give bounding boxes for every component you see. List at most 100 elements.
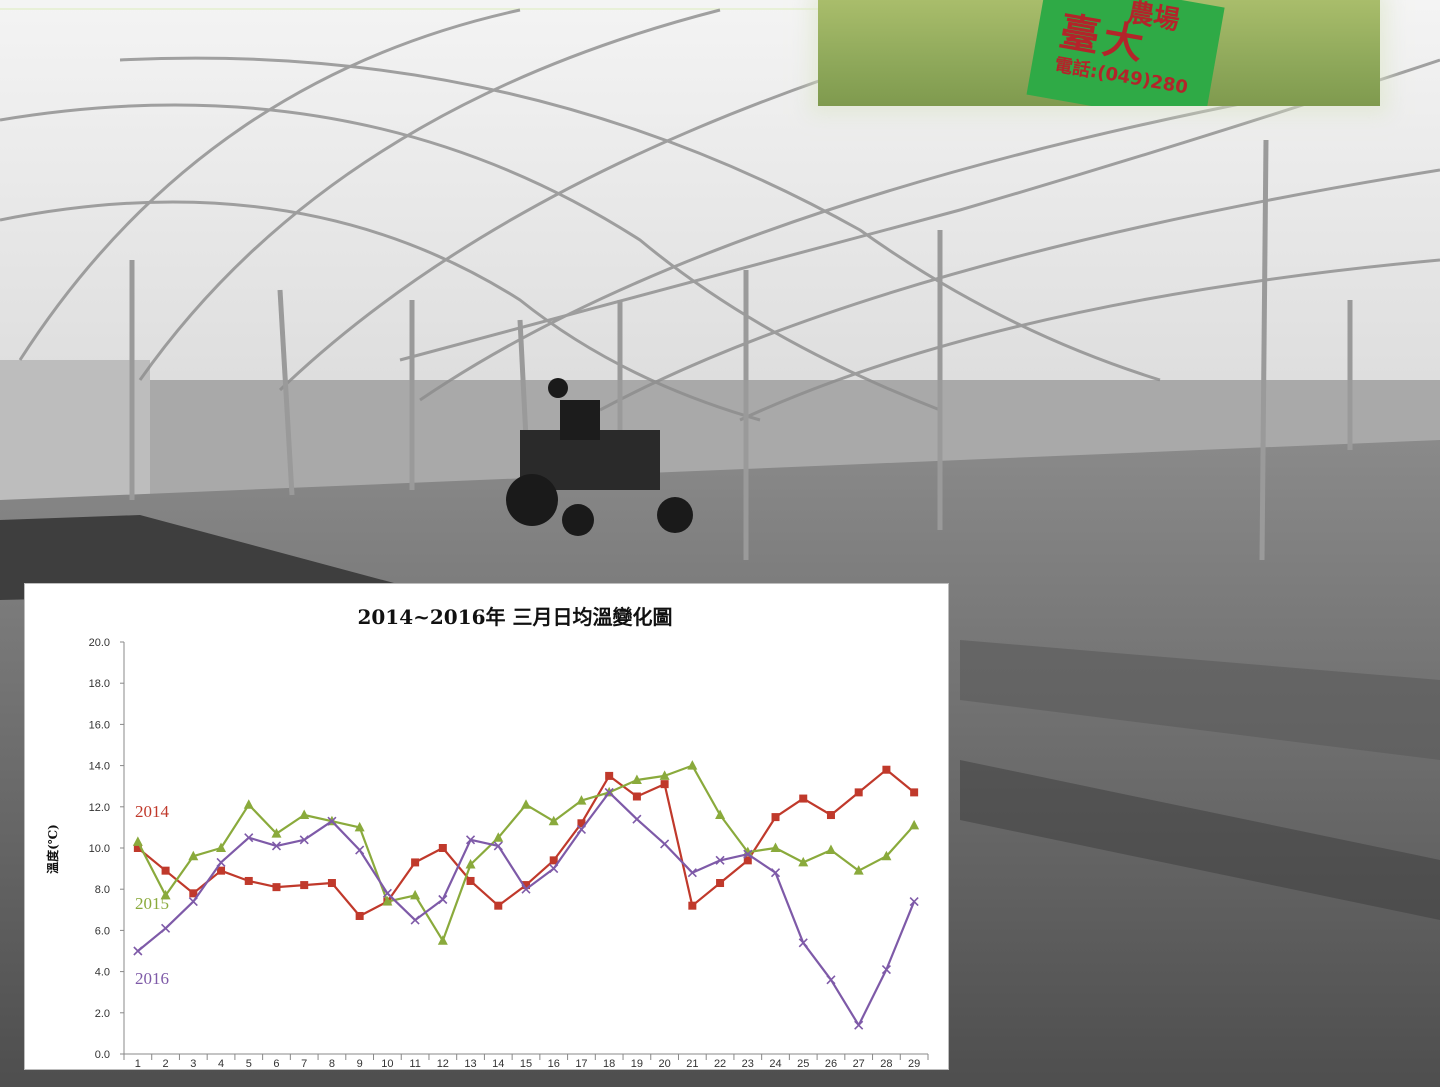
data-point-2016 xyxy=(660,839,670,849)
data-point-2016 xyxy=(188,896,198,907)
y-tick-label: 0.0 xyxy=(95,1049,110,1061)
data-point-2015 xyxy=(382,896,393,906)
series-label-2016: 2016 xyxy=(135,969,169,988)
data-point-2015 xyxy=(576,795,587,805)
tractor-silhouette xyxy=(506,378,693,536)
data-point-2015 xyxy=(853,865,864,875)
series-label-2015: 2015 xyxy=(135,894,169,913)
data-point-2016 xyxy=(687,868,697,878)
data-point-2016 xyxy=(798,938,808,948)
data-point-2014 xyxy=(272,883,281,892)
data-point-2016 xyxy=(826,975,836,985)
data-point-2014 xyxy=(355,911,364,920)
data-point-2015 xyxy=(132,836,143,846)
data-point-2014 xyxy=(854,788,863,797)
data-point-2014 xyxy=(549,856,558,865)
data-point-2016 xyxy=(549,864,559,874)
x-tick-label: 5 xyxy=(246,1058,252,1069)
data-point-2016 xyxy=(216,857,226,867)
data-point-2014 xyxy=(327,879,336,888)
y-tick-label: 8.0 xyxy=(95,884,110,896)
data-point-2016 xyxy=(576,824,587,835)
x-tick-label: 26 xyxy=(825,1058,837,1069)
x-tick-label: 14 xyxy=(492,1058,504,1069)
y-tick-label: 6.0 xyxy=(95,925,110,937)
y-tick-label: 4.0 xyxy=(95,967,110,979)
data-point-2016 xyxy=(327,816,337,826)
data-point-2014 xyxy=(632,792,641,801)
series-line-2016 xyxy=(137,791,916,1027)
data-point-2016 xyxy=(244,833,254,843)
data-point-2015 xyxy=(271,828,282,838)
data-point-2014 xyxy=(133,844,142,852)
data-point-2014 xyxy=(494,901,503,910)
data-point-2015 xyxy=(437,935,448,945)
series-2016 xyxy=(133,787,919,1030)
data-point-2016 xyxy=(770,868,781,878)
data-point-2016 xyxy=(521,884,531,894)
data-point-2016 xyxy=(743,849,753,859)
data-point-2014 xyxy=(910,788,919,797)
data-point-2014 xyxy=(411,858,420,867)
x-tick-label: 28 xyxy=(880,1058,892,1069)
data-point-2014 xyxy=(771,813,780,822)
series-2015 xyxy=(132,760,920,945)
data-point-2015 xyxy=(798,856,809,867)
data-point-2015 xyxy=(631,774,642,785)
y-tick-label: 12.0 xyxy=(89,802,110,814)
temperature-chart: 2014~2016年 三月日均溫變化圖 溫度(℃) 0.0 2.0 4.0 6.0 8.… xyxy=(24,583,949,1070)
data-point-2015 xyxy=(770,842,781,852)
x-tick-label: 20 xyxy=(658,1058,670,1069)
data-point-2016 xyxy=(161,923,171,933)
data-point-2015 xyxy=(243,799,254,809)
data-point-2014 xyxy=(577,819,586,828)
axes: 0.0 2.0 4.0 6.0 8.0 10.0 12.0 14.0 16.0 18.0 20.0 1… xyxy=(89,637,929,1069)
x-tick-label: 27 xyxy=(853,1058,865,1069)
data-point-2016 xyxy=(604,787,614,797)
x-tick-label: 4 xyxy=(218,1058,224,1069)
data-point-2016 xyxy=(133,946,143,956)
data-point-2015 xyxy=(216,842,227,852)
x-tick-label: 22 xyxy=(714,1058,726,1069)
data-point-2014 xyxy=(743,856,752,865)
data-point-2014 xyxy=(522,881,530,890)
data-point-2015 xyxy=(354,821,365,832)
series-line-2014 xyxy=(137,768,915,918)
data-point-2015 xyxy=(825,844,836,855)
x-tick-label: 15 xyxy=(520,1058,532,1069)
x-tick-label: 18 xyxy=(603,1058,615,1069)
x-tick-label: 2 xyxy=(163,1058,169,1069)
farm-sign-photo: 農場 臺大 電話:(049)280 xyxy=(818,0,1380,106)
data-point-2015 xyxy=(465,858,476,869)
series-label-2014: 2014 xyxy=(135,802,170,821)
data-point-2014 xyxy=(438,844,447,852)
y-axis-label: 溫度(℃) xyxy=(45,824,60,874)
data-point-2015 xyxy=(909,819,920,830)
data-point-2014 xyxy=(300,881,309,890)
data-point-2014 xyxy=(244,876,253,885)
data-point-2016 xyxy=(299,835,309,845)
chart-svg: 2014~2016年 三月日均溫變化圖 溫度(℃) 0.0 2.0 4.0 6.0 8.… xyxy=(45,605,929,1069)
data-point-2015 xyxy=(548,815,559,826)
data-point-2016 xyxy=(355,845,365,855)
data-point-2016 xyxy=(382,888,392,898)
data-point-2014 xyxy=(161,866,170,875)
x-tick-label: 7 xyxy=(301,1058,307,1069)
x-tick-label: 6 xyxy=(273,1058,279,1069)
x-tick-label: 3 xyxy=(190,1058,196,1069)
data-point-2014 xyxy=(660,780,669,789)
data-point-2014 xyxy=(882,765,891,774)
data-point-2015 xyxy=(687,760,698,770)
x-tick-label: 23 xyxy=(742,1058,754,1069)
data-point-2015 xyxy=(299,809,310,820)
series-2014 xyxy=(133,765,919,920)
x-tick-label: 29 xyxy=(908,1058,920,1069)
x-tick-label: 17 xyxy=(575,1058,587,1069)
x-tick-label: 9 xyxy=(357,1058,363,1069)
x-tick-label: 19 xyxy=(631,1058,643,1069)
data-point-2016 xyxy=(438,894,448,905)
y-tick-label: 2.0 xyxy=(95,1008,110,1020)
data-point-2015 xyxy=(493,832,504,842)
data-point-2016 xyxy=(909,896,919,907)
series-line-2015 xyxy=(136,764,915,942)
